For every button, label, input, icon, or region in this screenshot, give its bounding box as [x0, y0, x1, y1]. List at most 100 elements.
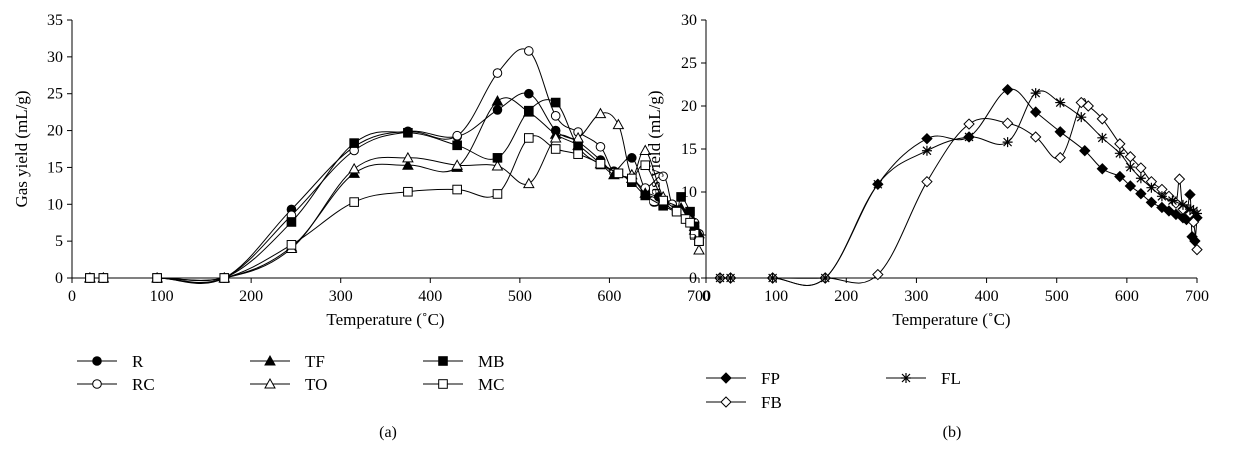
data-point-TO [693, 243, 705, 255]
legend-item-FL: FL [886, 369, 961, 388]
series-MB [85, 97, 704, 283]
legend-marker-MB [438, 356, 448, 366]
data-point-FB [963, 118, 975, 130]
data-point-MC [694, 236, 704, 246]
data-point-MB [452, 140, 462, 151]
legend-item-MC: MC [423, 375, 504, 394]
series-line-FL [720, 90, 1198, 286]
legend-label: R [132, 352, 144, 371]
legend-label: MB [478, 352, 504, 371]
data-point-RC [658, 171, 668, 182]
x-tick-label: 0 [68, 288, 76, 305]
x-tick-label: 300 [329, 288, 353, 305]
data-point-R [627, 153, 637, 163]
data-point-MC [595, 158, 606, 169]
x-tick-label: 600 [1115, 288, 1139, 305]
data-point-MB [403, 127, 413, 138]
panel-label: (b) [943, 424, 962, 441]
legend-marker-TF [264, 354, 276, 366]
legend-label: FB [761, 393, 782, 412]
data-point-FL [1167, 195, 1178, 206]
series-FP [714, 83, 1203, 286]
y-tick-label: 30 [681, 12, 697, 29]
data-point-RC [492, 68, 503, 78]
data-point-FL [1030, 88, 1041, 99]
y-tick-label: 25 [47, 86, 63, 103]
legend-marker-R [92, 356, 102, 366]
data-point-MB [676, 192, 686, 202]
y-tick-label: 25 [681, 55, 697, 72]
panel-label: (a) [379, 424, 397, 441]
series-R [85, 88, 704, 284]
data-point-MB [349, 138, 359, 148]
data-point-FL [767, 273, 778, 283]
x-tick-label: 400 [975, 288, 999, 305]
data-point-FL [820, 273, 831, 283]
legend-item-R: R [77, 352, 144, 371]
x-tick-label: 200 [239, 288, 263, 305]
y-axis-title: Gas yield (mL/g) [12, 90, 31, 207]
data-point-MC [627, 173, 637, 184]
legend-label: RC [132, 375, 155, 394]
data-point-FL [1125, 162, 1136, 173]
legend: FP FB FL [706, 369, 961, 412]
legend-marker-FP [720, 372, 732, 384]
x-tick-label: 0 [702, 288, 710, 305]
data-point-FB [1187, 216, 1200, 228]
data-point-FB [1096, 113, 1109, 125]
data-point-R [524, 88, 534, 99]
legend-item-FB: FB [706, 393, 782, 412]
x-tick-label: 200 [834, 288, 858, 305]
series-line-R [89, 92, 700, 284]
data-point-TO [572, 131, 584, 143]
y-tick-label: 10 [681, 184, 697, 201]
data-point-FL [1055, 97, 1066, 108]
data-point-TF [402, 159, 414, 170]
data-point-RC [550, 111, 561, 121]
data-point-FL [1076, 112, 1087, 123]
y-tick-label: 0 [55, 270, 63, 287]
data-point-TO [491, 159, 504, 171]
data-point-FL [1146, 182, 1157, 193]
legend-marker-FL [901, 373, 911, 383]
data-point-MB [640, 190, 651, 201]
data-point-FB [1029, 131, 1042, 143]
data-point-FL [1156, 191, 1167, 202]
series-line-TO [89, 112, 700, 281]
x-tick-label: 700 [687, 288, 711, 305]
data-point-FP [1054, 126, 1066, 138]
data-point-TO [612, 118, 625, 130]
data-point-MB [550, 97, 561, 108]
data-point-FP [1096, 163, 1109, 175]
data-point-TF [491, 95, 504, 106]
legend-item-RC: RC [77, 375, 155, 394]
series-TO [84, 107, 705, 283]
series-TF [84, 95, 705, 283]
data-point-FL [1177, 199, 1188, 210]
data-point-FL [1188, 205, 1199, 216]
data-point-MC [685, 217, 695, 228]
data-point-FB [1173, 173, 1186, 185]
legend-item-TO: TO [250, 375, 327, 394]
data-point-FP [1079, 145, 1091, 157]
legend-marker-TO [264, 377, 276, 389]
data-point-MC [640, 160, 651, 171]
data-point-MC [452, 184, 462, 195]
y-tick-label: 5 [689, 227, 697, 244]
series-line-TF [89, 97, 700, 281]
legend-item-MB: MB [423, 352, 504, 371]
data-point-FB [1114, 138, 1126, 150]
data-point-FB [872, 268, 884, 281]
data-point-FB [1082, 100, 1094, 112]
data-point-MC [349, 197, 359, 207]
data-point-FP [1145, 196, 1158, 209]
y-tick-label: 20 [681, 98, 697, 115]
legend-marker-RC [92, 379, 102, 389]
x-tick-label: 700 [1185, 288, 1209, 305]
data-point-MC [98, 273, 109, 283]
legend-marker-FB [720, 396, 732, 408]
data-point-MC [658, 195, 668, 206]
